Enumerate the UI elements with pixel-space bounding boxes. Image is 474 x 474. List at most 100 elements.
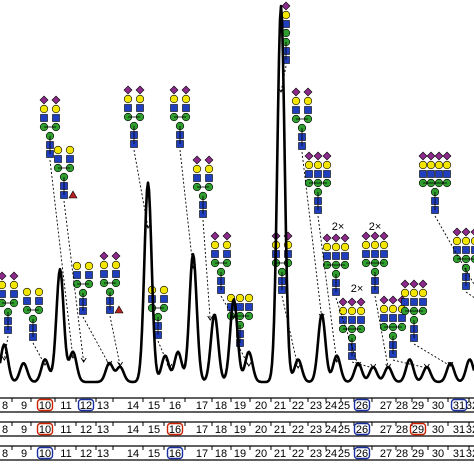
peak-number-rows: 8 9 10 11 12 13 14 15 16 17 18 19 20 21 22 23 24 25 26 27 28… [0,397,474,461]
peak-number-label: 11 [60,424,71,436]
peak-number-label: 20 [255,400,267,412]
peak-number-label: 30 [432,400,444,412]
multiplier-annotation: 2× [369,221,382,233]
peak-number-label: 10 [39,400,51,412]
peak-number-label: 18 [215,448,227,460]
peak-number-label: 21 [274,400,286,412]
glycan-icon [147,285,169,339]
peak-number-label: 8 [2,400,8,412]
multiplier-annotation: 2× [332,221,345,233]
peak-number-label: 29 [412,424,424,436]
peak-highlight-box [353,446,371,460]
peak-highlight-box [166,446,184,460]
peak-number-label: 24 [325,424,337,436]
glycan-icon [210,231,232,294]
peak-number-label: 27 [380,448,392,460]
peak-highlight-box [77,398,95,412]
peak-number-label: 18 [215,424,227,436]
glycan-icon [39,95,61,158]
peak-number-label: 17 [196,424,208,436]
peak-number-label: 11 [60,400,71,412]
peak-number-label: 16 [169,400,181,412]
peak-number-label: 8 [2,448,8,460]
peak-number-label: 14 [127,424,139,436]
peak-highlight-box [409,422,427,436]
peak-number-label: 18 [215,400,227,412]
peak-number-label: 24 [325,400,337,412]
glycan-icon [400,279,428,342]
peak-number-label: 30 [432,448,444,460]
peak-number-label: 23 [310,448,322,460]
peak-number-label: 10 [39,424,51,436]
glycan-icon [0,271,19,334]
peak-number-label: 28 [396,400,408,412]
glycan-icon [418,151,452,214]
peak-number-label: 27 [380,424,392,436]
peak-number-label: 21 [274,448,286,460]
peak-number-label: 28 [396,424,408,436]
peak-number-label: 22 [292,448,304,460]
peak-highlight-box [353,398,371,412]
glycan-icon [338,297,366,360]
peak-number-label: 12 [80,400,92,412]
peak-number-label: 12 [80,448,92,460]
glycan-icon [379,295,407,358]
peak-number-label: 13 [97,424,109,436]
peak-number-label: 27 [380,400,392,412]
peak-number-label: 15 [148,424,160,436]
peak-number-label: 31 [453,400,465,412]
peak-number-label: 23 [310,424,322,436]
peak-number-label: 30 [432,424,444,436]
peak-number-label: 17 [196,448,208,460]
peak-number-label: 26 [356,448,368,460]
peak-number-label: 32 [466,400,474,412]
glycan-icon [53,145,78,199]
peak-number-label: 26 [356,424,368,436]
peak-number-label: 31 [453,424,465,436]
glycan-icon [291,87,313,150]
peak-number-label: 11 [60,448,71,460]
peak-highlight-box [166,422,184,436]
annotations: 2× 2× 2× [332,221,382,295]
peak-number-label: 9 [21,448,27,460]
glycan-icon [123,85,145,148]
peak-number-label: 28 [396,448,408,460]
glycan-icon [99,251,124,314]
peak-number-label: 9 [21,424,27,436]
peak-highlight-box [450,398,468,412]
peak-number-label: 14 [127,448,139,460]
peak-number-label: 20 [255,424,267,436]
peak-number-label: 31 [453,448,465,460]
glycan-icon [169,85,191,148]
peak-number-label: 29 [412,400,424,412]
peak-number-label: 29 [412,448,424,460]
multiplier-annotation: 2× [351,283,364,295]
peak-number-label: 13 [97,400,109,412]
glycan-icon [452,227,474,290]
peak-number-label: 32 [466,448,474,460]
peak-number-label: 16 [169,424,181,436]
chromatogram-trace [0,4,474,384]
peak-number-label: 10 [39,448,51,460]
peak-number-label: 15 [148,400,160,412]
peak-number-label: 13 [97,448,109,460]
peak-highlight-box [36,422,54,436]
peak-number-label: 24 [325,448,337,460]
peak-number-label: 26 [356,400,368,412]
glycan-icon [192,155,214,218]
glycan-icon [281,1,291,64]
peak-number-label: 21 [274,424,286,436]
peak-number-label: 19 [234,448,246,460]
glycan-icon [322,233,350,296]
glycan-icon [72,261,94,315]
peak-highlight-box [36,398,54,412]
peak-number-label: 15 [148,448,160,460]
peak-number-label: 22 [292,424,304,436]
peak-number-label: 16 [169,448,181,460]
peak-number-label: 17 [196,400,208,412]
peak-number-label: 22 [292,400,304,412]
peak-highlight-box [36,446,54,460]
peak-number-label: 19 [234,400,246,412]
peak-number-label: 20 [255,448,267,460]
glycan-icon [361,231,389,294]
